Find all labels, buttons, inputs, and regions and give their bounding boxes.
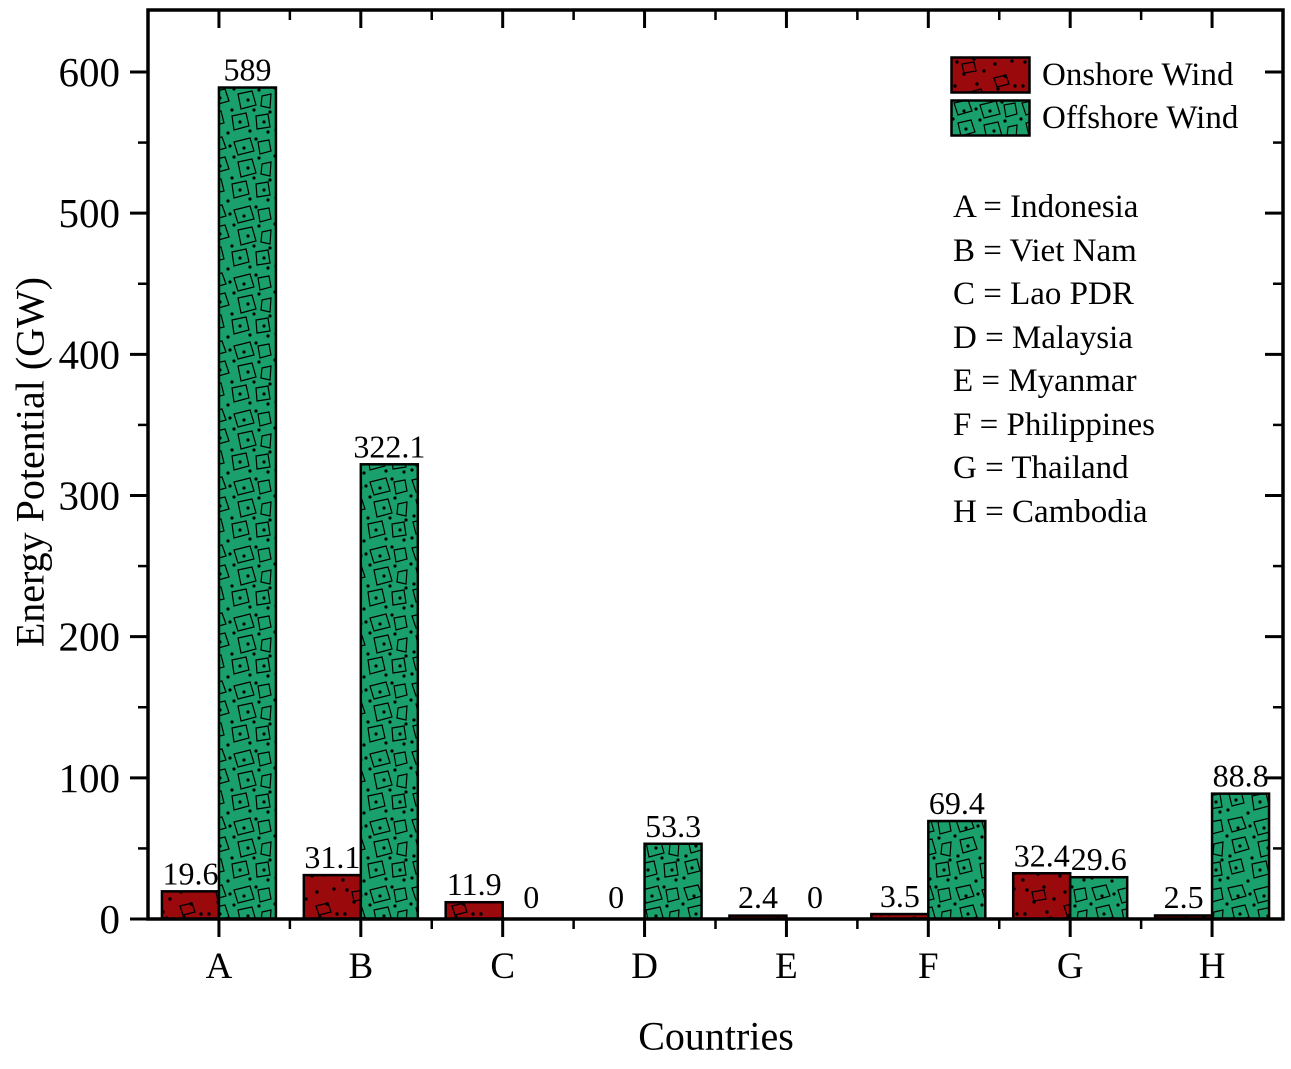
value-label-onshore-D: 0 [608, 879, 624, 915]
x-tick-label-H: H [1199, 946, 1226, 987]
bar-offshore-A [217, 86, 278, 921]
value-label-onshore-A: 19.6 [162, 855, 218, 891]
offshore-swatch-icon [950, 99, 1031, 137]
onshore-swatch-icon [950, 56, 1031, 94]
x-tick-label-F: F [918, 946, 939, 987]
country-key-line-h: H = Cambodia [953, 493, 1148, 530]
bar-onshore-B [302, 873, 363, 921]
value-label-onshore-F: 3.5 [880, 878, 920, 914]
value-label-onshore-E: 2.4 [738, 879, 778, 915]
y-tick-label-200: 200 [59, 614, 121, 660]
value-label-offshore-H: 88.8 [1213, 758, 1269, 794]
legend-label-onshore: Onshore Wind [1042, 56, 1234, 93]
x-tick-label-G: G [1057, 946, 1084, 987]
value-label-onshore-B: 31.1 [304, 839, 360, 875]
y-tick-label-300: 300 [59, 473, 121, 519]
value-label-offshore-B: 322.1 [353, 428, 425, 464]
country-key-line-d: D = Malaysia [953, 319, 1133, 356]
x-tick-label-E: E [775, 946, 798, 987]
value-label-offshore-C: 0 [523, 879, 539, 915]
legend-item-onshore: Onshore Wind [950, 56, 1238, 94]
x-axis-title: Countries [638, 1013, 794, 1059]
bar-offshore-H [1210, 792, 1271, 921]
y-tick-label-500: 500 [59, 190, 121, 236]
plot-area: 19.6 589 31.1 322.1 11.9 0 0 53.3 2.4 0 3.5 69.4 32.… [59, 8, 1285, 987]
value-label-offshore-D: 53.3 [645, 808, 701, 844]
country-key-line-a: A = Indonesia [953, 189, 1139, 225]
x-tick-label-B: B [348, 946, 373, 987]
bar-onshore-C [444, 900, 504, 921]
y-tick-label-100: 100 [59, 755, 121, 801]
value-label-onshore-H: 2.5 [1164, 879, 1204, 915]
legend-item-offshore: Offshore Wind [950, 99, 1238, 137]
country-key-line-f: F = Philippines [953, 406, 1155, 443]
value-label-onshore-C: 11.9 [447, 866, 502, 902]
bar-offshore-B [359, 463, 420, 921]
y-tick-label-0: 0 [100, 896, 121, 942]
x-tick-label-A: A [206, 946, 233, 987]
x-tick-label-D: D [631, 946, 658, 987]
bar-onshore-A [160, 890, 221, 921]
value-label-offshore-E: 0 [807, 879, 823, 915]
value-label-offshore-F: 69.4 [929, 785, 985, 821]
country-key-line-g: G = Thailand [953, 450, 1129, 486]
country-key: A = Indonesia B = Viet Nam C = Lao PDR D… [953, 186, 1155, 534]
legend: Onshore Wind Offshore Wind [950, 56, 1238, 142]
bar-offshore-G [1068, 875, 1129, 921]
x-tick-label-C: C [490, 946, 515, 987]
legend-label-offshore: Offshore Wind [1042, 99, 1239, 136]
value-label-onshore-G: 32.4 [1014, 837, 1070, 873]
y-axis-title: Energy Potential (GW) [7, 276, 53, 648]
bar-onshore-G [1011, 872, 1072, 921]
country-key-line-e: E = Myanmar [953, 363, 1137, 399]
value-label-offshore-G: 29.6 [1071, 841, 1127, 877]
country-key-line-c: C = Lao PDR [953, 276, 1134, 312]
y-tick-label-400: 400 [59, 331, 121, 377]
bar-offshore-D [643, 842, 703, 921]
value-label-offshore-A: 589 [223, 52, 271, 88]
country-key-line-b: B = Viet Nam [953, 232, 1137, 269]
bar-offshore-F [927, 819, 987, 921]
y-tick-label-600: 600 [59, 49, 121, 95]
